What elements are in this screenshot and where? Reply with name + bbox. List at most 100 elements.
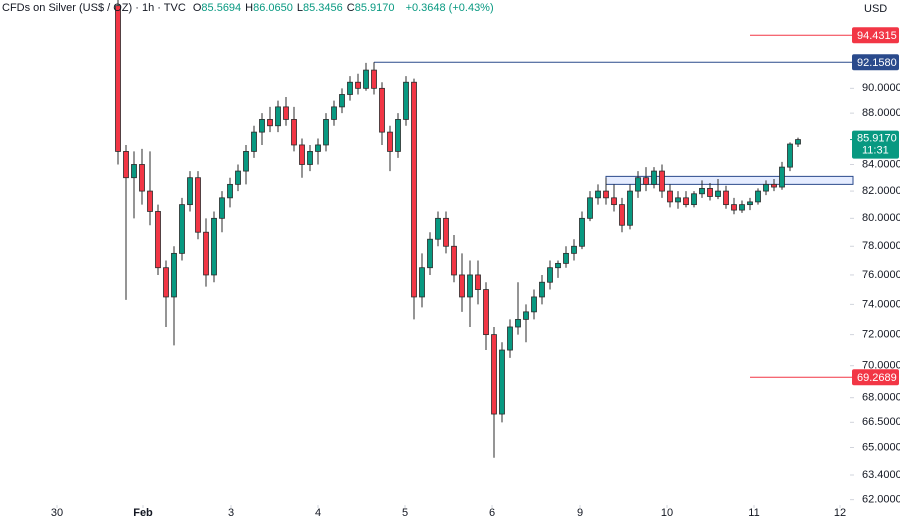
candle-body (371, 69, 377, 89)
candle-body (227, 183, 233, 199)
candle-body (555, 262, 561, 269)
candle-body (731, 204, 737, 211)
price-label-box (852, 369, 899, 386)
candle-body (267, 119, 273, 127)
x-tick-label: 4 (315, 507, 321, 519)
y-tick-label: 63.4000 (862, 469, 900, 481)
change: +0.3648 (+0.43%) (405, 2, 494, 14)
candle-body (603, 190, 609, 199)
candle-body (635, 177, 641, 192)
candle-body (667, 190, 673, 203)
candle-body (515, 318, 521, 328)
candle-body (123, 151, 129, 179)
zone (605, 175, 854, 185)
candle-body (739, 204, 745, 211)
candle-body (323, 119, 329, 146)
candle-body (187, 177, 193, 206)
candle-body (723, 190, 729, 206)
candle-body (675, 197, 681, 203)
x-tick-label: 30 (51, 507, 63, 519)
candle-body (531, 296, 537, 313)
x-tick-label: 12 (834, 507, 846, 519)
candle-body (539, 281, 545, 298)
last-price-label: 85.9170 (857, 132, 897, 144)
candle-body (163, 267, 169, 298)
candle-body (595, 190, 601, 199)
candle-body (699, 187, 705, 195)
y-tick-label: 90.0000 (862, 82, 900, 94)
x-tick-label: 9 (577, 507, 583, 519)
candle-body (355, 81, 361, 89)
ohlc-value: 86.0650 (253, 2, 293, 14)
x-tick-label: 6 (489, 507, 495, 519)
candle-body (291, 119, 297, 146)
candle-body (427, 238, 433, 269)
candle-body (507, 326, 513, 351)
candle-body (587, 197, 593, 219)
candle-body (523, 311, 529, 320)
y-tick-label: 66.5000 (862, 416, 900, 428)
header: CFDs on Silver (US$ / OZ) · 1h · TVC O85… (2, 2, 498, 14)
candle-body (171, 252, 177, 298)
candle-body (779, 166, 785, 188)
candle-body (339, 94, 345, 108)
candle-body (715, 190, 721, 197)
candle-body (211, 217, 217, 276)
price-label: 94.4315 (857, 30, 897, 42)
candle-body (611, 197, 617, 206)
y-tick-label: 80.0000 (862, 212, 900, 224)
candle-body (499, 349, 505, 415)
candle-body (659, 170, 665, 192)
candle-body (619, 204, 625, 226)
x-tick-label: Feb (133, 507, 153, 519)
y-tick-label: 82.0000 (862, 185, 900, 197)
y-tick-label: 78.0000 (862, 240, 900, 252)
candle-body (299, 144, 305, 165)
y-tick-label: 68.0000 (862, 392, 900, 404)
ohlc-key: O (192, 2, 202, 14)
candle-body (379, 87, 385, 133)
candle-body (331, 106, 337, 120)
candle-body (259, 119, 265, 133)
ohlc-legend: O85.5694 H86.0650 L85.3456 C85.9170 (193, 2, 399, 14)
candle-body (579, 217, 585, 247)
ohlc-key: L (296, 2, 304, 14)
ohlc-key: C (346, 2, 355, 14)
y-tick-label: 65.0000 (862, 441, 900, 453)
ohlc-key: H (245, 2, 254, 14)
y-tick-label: 84.0000 (862, 158, 900, 170)
candle-body (139, 164, 145, 192)
last-price-box (852, 130, 899, 159)
candle-body (435, 217, 441, 240)
candle-body (283, 106, 289, 120)
currency-label: USD (864, 3, 887, 15)
candle-body (195, 177, 201, 233)
y-tick-label: 70.0000 (862, 360, 900, 372)
price-label-box (852, 54, 899, 71)
candle-body (795, 139, 801, 145)
candle-body (179, 204, 185, 254)
candle-body (315, 144, 321, 152)
candle-body (419, 267, 425, 298)
candle-body (147, 190, 153, 212)
candle-body (483, 289, 489, 336)
candle-body (467, 274, 473, 298)
candle-body (627, 190, 633, 226)
candle-body (275, 106, 281, 127)
candle-body (307, 151, 313, 165)
ohlc-value: 85.3456 (303, 2, 343, 14)
candle-body (347, 81, 353, 95)
candle-body (571, 245, 577, 254)
candle-body (235, 170, 241, 185)
candle-body (243, 151, 249, 172)
candle-body (771, 183, 777, 188)
candle-body (563, 252, 569, 264)
ohlc-value: 85.9170 (354, 2, 395, 14)
x-tick-label: 11 (748, 507, 759, 519)
candle-body (403, 81, 409, 120)
candle-body (155, 211, 161, 269)
candle-body (363, 69, 369, 89)
price-label: 92.1580 (857, 57, 897, 69)
price-label-box (852, 27, 899, 44)
